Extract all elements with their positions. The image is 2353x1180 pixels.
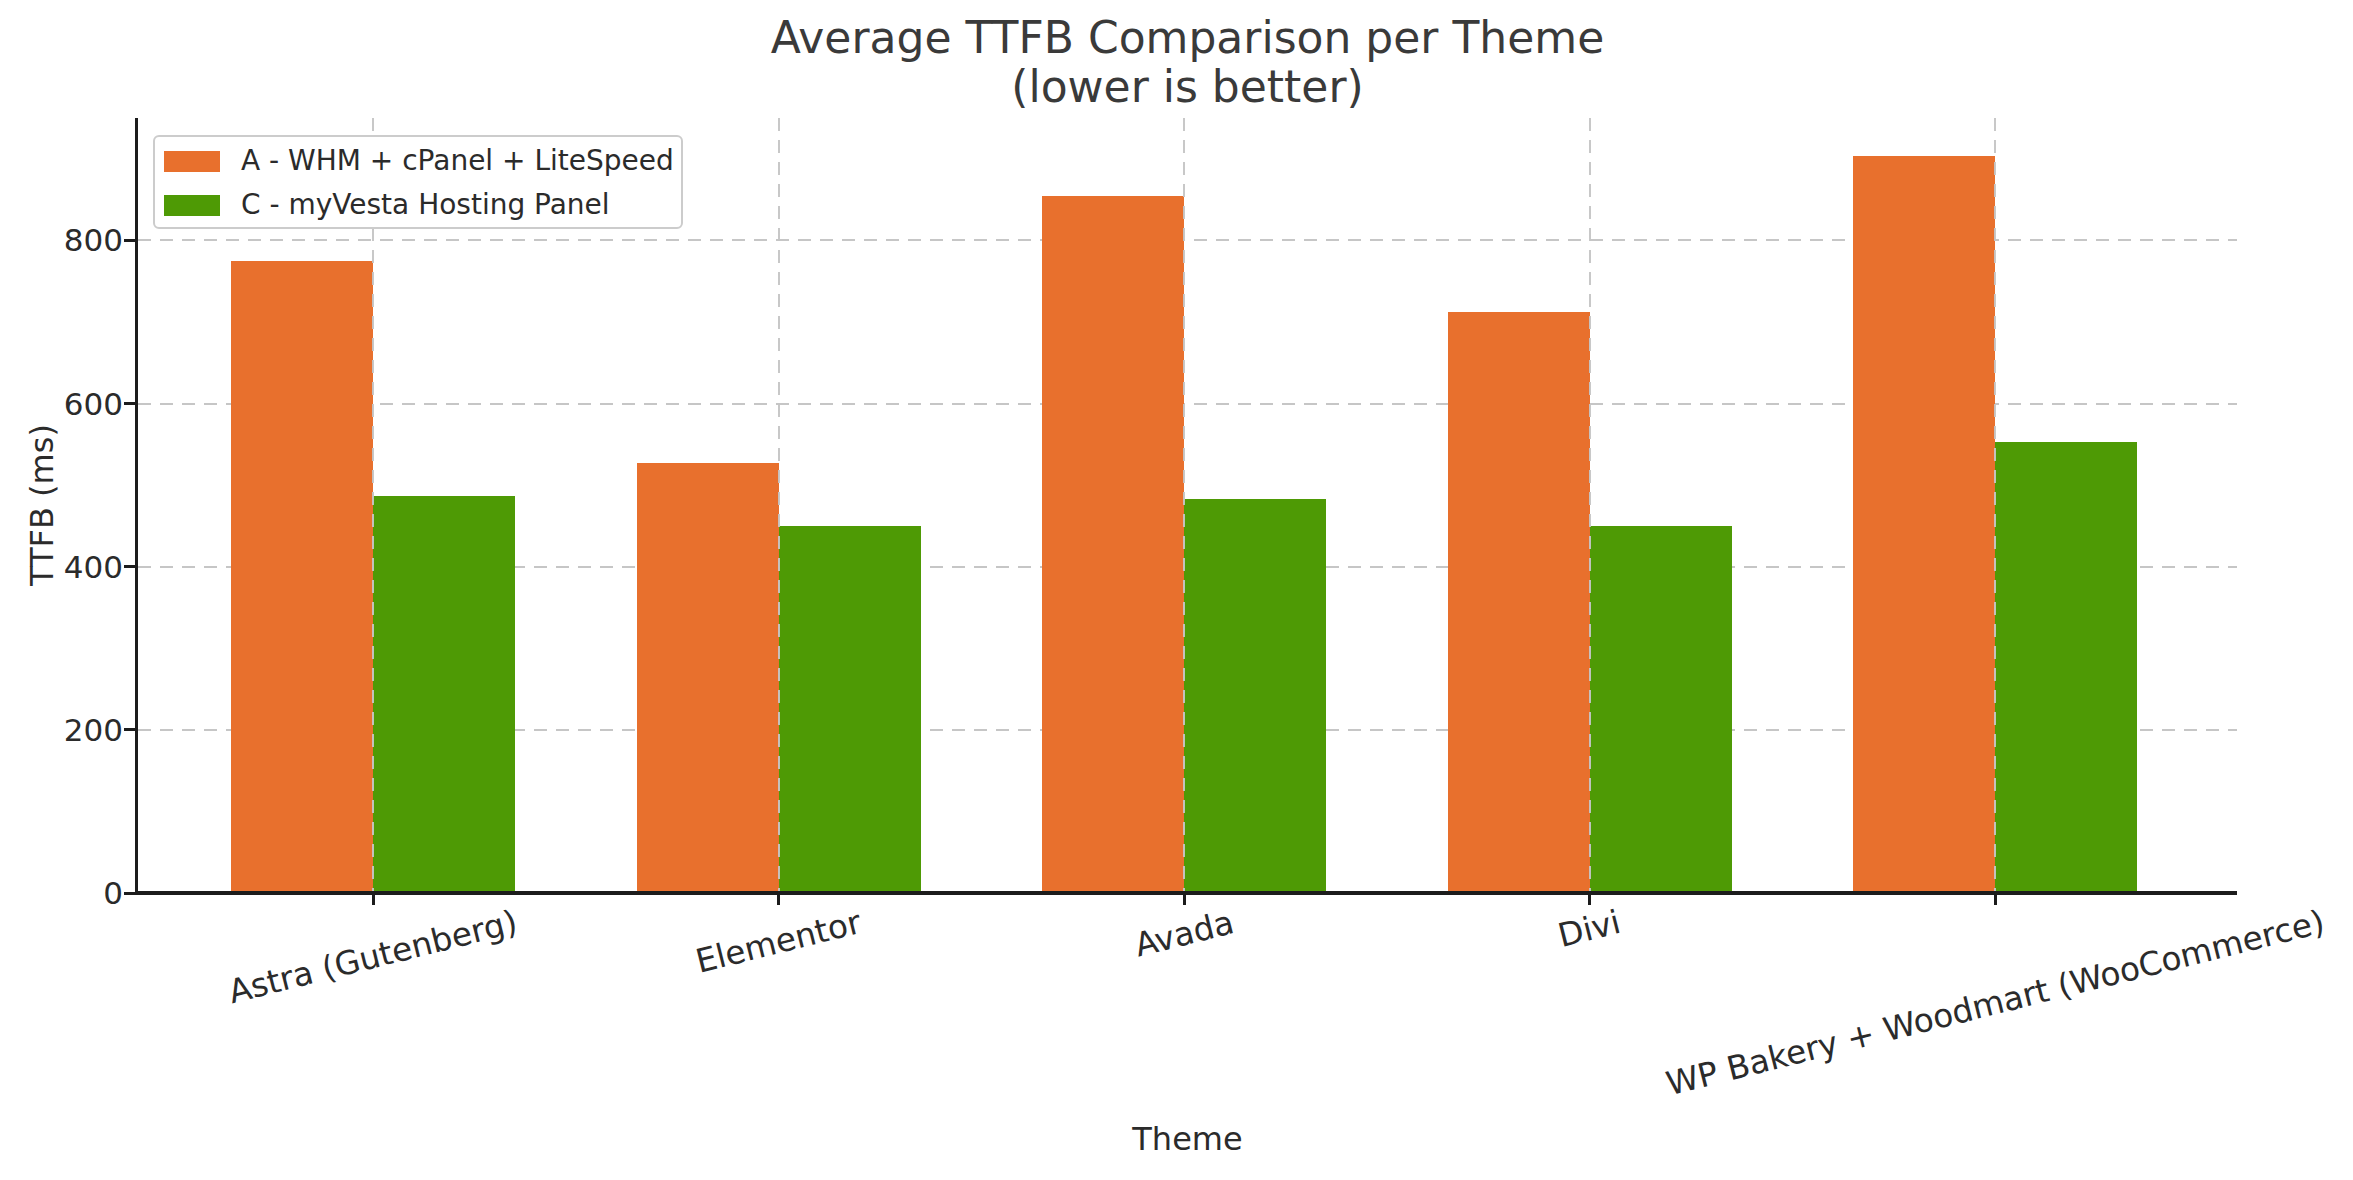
- x-tick-1: [777, 895, 780, 905]
- bar-a-1: [637, 463, 779, 893]
- y-tick-label-800: 800: [64, 220, 123, 260]
- bar-c-3: [1590, 526, 1732, 893]
- x-tick-label-0: Astra (Gutenberg): [225, 903, 521, 1011]
- legend-item-a: A - WHM + cPanel + LiteSpeed: [164, 139, 674, 183]
- x-tick-label-2: Avada: [1130, 903, 1237, 964]
- x-axis-label: Theme: [138, 1120, 2237, 1158]
- bar-a-4: [1853, 156, 1995, 893]
- gridline-x-0: [372, 118, 374, 891]
- y-tick-600: [124, 402, 136, 405]
- gridline-x-3: [1589, 118, 1591, 891]
- bar-a-3: [1448, 312, 1590, 893]
- x-tick-3: [1588, 895, 1591, 905]
- legend-swatch-c: [164, 195, 220, 216]
- legend-item-c: C - myVesta Hosting Panel: [164, 183, 610, 227]
- y-tick-label-600: 600: [64, 384, 123, 424]
- x-tick-2: [1183, 895, 1186, 905]
- y-tick-label-0: 0: [103, 873, 123, 913]
- x-tick-label-1: Elementor: [692, 903, 865, 981]
- gridline-x-4: [1994, 118, 1996, 891]
- legend-label-c: C - myVesta Hosting Panel: [241, 188, 610, 222]
- y-tick-400: [124, 565, 136, 568]
- x-tick-4: [1994, 895, 1997, 905]
- bar-c-1: [779, 526, 921, 893]
- y-tick-200: [124, 728, 136, 731]
- x-tick-0: [372, 895, 375, 905]
- gridline-x-2: [1183, 118, 1185, 891]
- legend: A - WHM + cPanel + LiteSpeed C - myVesta …: [153, 135, 683, 229]
- y-tick-800: [124, 239, 136, 242]
- bar-a-2: [1042, 196, 1184, 894]
- bar-c-0: [373, 496, 515, 893]
- bar-c-4: [1995, 442, 2137, 893]
- y-axis-spine: [135, 118, 138, 895]
- gridline-x-1: [778, 118, 780, 891]
- bar-a-0: [231, 261, 373, 893]
- bar-c-2: [1184, 499, 1326, 893]
- figure: Average TTFB Comparison per Theme (lower…: [0, 0, 2353, 1180]
- x-axis-spine: [135, 891, 2237, 895]
- x-tick-label-3: Divi: [1554, 903, 1624, 955]
- legend-label-a: A - WHM + cPanel + LiteSpeed: [241, 144, 674, 178]
- y-tick-0: [124, 892, 136, 895]
- y-axis-label: TTFB (ms): [23, 424, 61, 586]
- y-tick-label-200: 200: [64, 710, 123, 750]
- legend-swatch-a: [164, 151, 220, 172]
- y-tick-label-400: 400: [64, 547, 123, 587]
- x-tick-label-4: WP Bakery + Woodmart (WooCommerce): [1662, 903, 2328, 1104]
